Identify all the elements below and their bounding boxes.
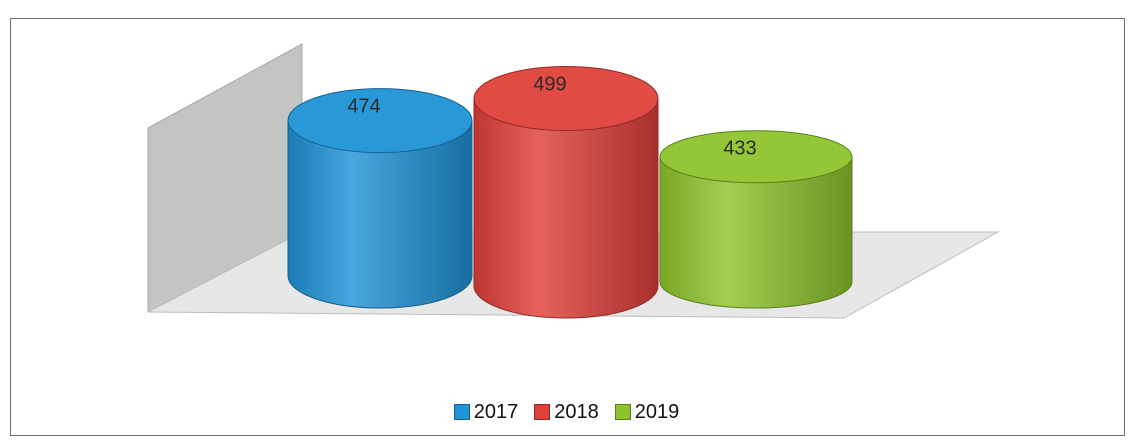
legend-label-2018: 2018	[554, 400, 599, 423]
legend-item-2019: 2019	[614, 400, 680, 424]
data-label-2018: 499	[533, 74, 566, 96]
legend-label-2019: 2019	[634, 400, 680, 423]
chart-legend: 2017 2018 2019	[0, 398, 1133, 426]
cylinder-body-2019	[659, 156, 853, 309]
cylinder-group: 474 499 433	[287, 66, 853, 319]
legend-item-2018: 2018	[534, 401, 599, 424]
legend-swatch-2019	[614, 404, 631, 420]
legend-swatch-2018	[534, 404, 551, 420]
cylinder-top-2019	[659, 130, 853, 184]
cylinder-body-2017	[287, 120, 473, 309]
legend-item-2017: 2017	[453, 400, 519, 424]
cylinder-top-2018	[473, 66, 659, 132]
cylinder-body-2018	[473, 98, 659, 319]
data-label-2019: 433	[723, 138, 756, 160]
legend-swatch-2017	[453, 404, 470, 420]
cylinder-top-2017	[287, 88, 473, 154]
data-label-2017: 474	[347, 96, 380, 118]
legend-label-2017: 2017	[473, 400, 519, 423]
